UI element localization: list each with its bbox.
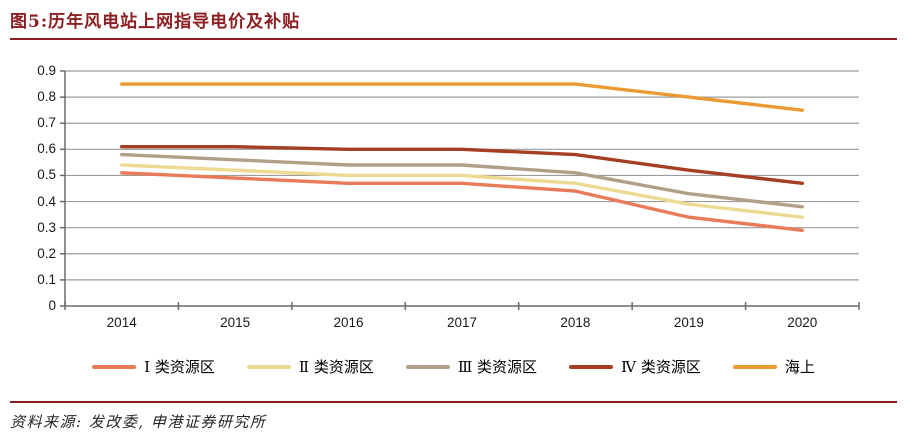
y-tick-label: 0.5 [37,167,56,183]
y-tick-label: 0 [48,298,56,313]
x-tick-label: 2018 [560,315,591,330]
legend-swatch [92,364,137,369]
x-tick-label: 2019 [673,315,704,330]
legend-item: Ⅰ 类资源区 [92,356,215,377]
legend-item: 海上 [732,356,815,377]
legend-label: 海上 [784,358,815,376]
y-tick-label: 0.4 [37,193,56,209]
legend-label: Ⅲ 类资源区 [457,358,538,376]
legend-swatch [732,364,777,369]
y-tick-label: 0.6 [37,141,56,157]
legend-swatch [405,364,450,369]
legend-label: Ⅰ 类资源区 [144,358,215,376]
legend-item: Ⅱ 类资源区 [246,356,374,377]
x-tick-label: 2020 [787,315,818,330]
x-tick-label: 2017 [446,315,478,330]
legend-swatch [246,364,291,369]
figure-title: 图5:历年风电站上网指导电价及补贴 [10,12,301,32]
y-tick-label: 0.2 [37,245,56,261]
series-line-Ⅳ 类资源区 [120,145,804,185]
y-tick-label: 0.1 [37,271,56,287]
title-divider [10,38,897,40]
y-tick-label: 0.3 [37,219,56,235]
legend-swatch [569,364,614,369]
source-note: 资料来源: 发改委, 申港证券研究所 [10,413,267,431]
y-tick-label: 0.7 [37,115,56,131]
x-tick-label: 2015 [220,315,251,330]
legend-label: Ⅱ 类资源区 [298,358,374,376]
series-line-海上 [120,82,804,112]
series-line-Ⅲ 类资源区 [120,152,804,209]
legend-item: Ⅲ 类资源区 [405,356,538,377]
series-line-Ⅰ 类资源区 [120,171,804,232]
x-tick-label: 2014 [106,315,137,330]
legend-label: Ⅳ 类资源区 [621,358,701,376]
y-tick-label: 0.8 [37,89,56,105]
chart-legend: Ⅰ 类资源区 Ⅱ 类资源区 Ⅲ 类资源区 Ⅳ 类资源区 海上 [0,356,907,377]
series-line-Ⅱ 类资源区 [120,163,804,219]
x-tick-label: 2016 [333,315,364,330]
y-tick-label: 0.9 [37,63,56,78]
footer-divider [10,401,897,403]
legend-item: Ⅳ 类资源区 [569,356,701,377]
